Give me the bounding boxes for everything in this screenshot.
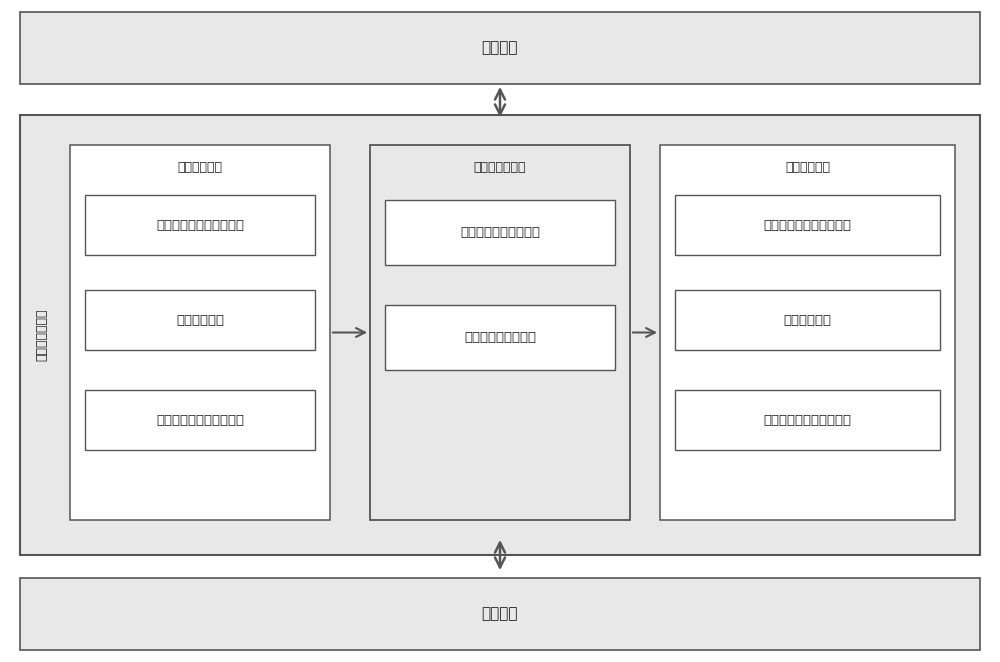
FancyBboxPatch shape: [85, 290, 315, 350]
FancyBboxPatch shape: [370, 145, 630, 520]
FancyBboxPatch shape: [70, 145, 330, 520]
Text: 消息解码单元: 消息解码单元: [784, 314, 832, 326]
Text: 消息编码单元: 消息编码单元: [176, 314, 224, 326]
Text: 上层模块: 上层模块: [482, 40, 518, 56]
FancyBboxPatch shape: [85, 195, 315, 255]
FancyBboxPatch shape: [660, 145, 955, 520]
Text: 协议编解码处理单元: 协议编解码处理单元: [464, 331, 536, 344]
Text: 消息解码模块: 消息解码模块: [785, 160, 830, 173]
Text: 消息编码与底层通信单元: 消息编码与底层通信单元: [156, 414, 244, 426]
Text: 消息编码与上层通信单元: 消息编码与上层通信单元: [156, 218, 244, 232]
FancyBboxPatch shape: [675, 195, 940, 255]
FancyBboxPatch shape: [385, 200, 615, 265]
Text: 消息编码模块: 消息编码模块: [178, 160, 222, 173]
FancyBboxPatch shape: [675, 390, 940, 450]
Text: 通用编解码模块: 通用编解码模块: [36, 308, 48, 361]
FancyBboxPatch shape: [20, 12, 980, 84]
FancyBboxPatch shape: [20, 578, 980, 650]
Text: 消息解码与上层通信单元: 消息解码与上层通信单元: [764, 218, 852, 232]
FancyBboxPatch shape: [85, 390, 315, 450]
Text: 底层模块: 底层模块: [482, 606, 518, 622]
FancyBboxPatch shape: [675, 290, 940, 350]
Text: 协议文件描述解析单元: 协议文件描述解析单元: [460, 226, 540, 239]
Text: 协议编解码模块: 协议编解码模块: [474, 160, 526, 173]
FancyBboxPatch shape: [20, 115, 980, 555]
Text: 消息解码与底层通信单元: 消息解码与底层通信单元: [764, 414, 852, 426]
FancyBboxPatch shape: [385, 305, 615, 370]
